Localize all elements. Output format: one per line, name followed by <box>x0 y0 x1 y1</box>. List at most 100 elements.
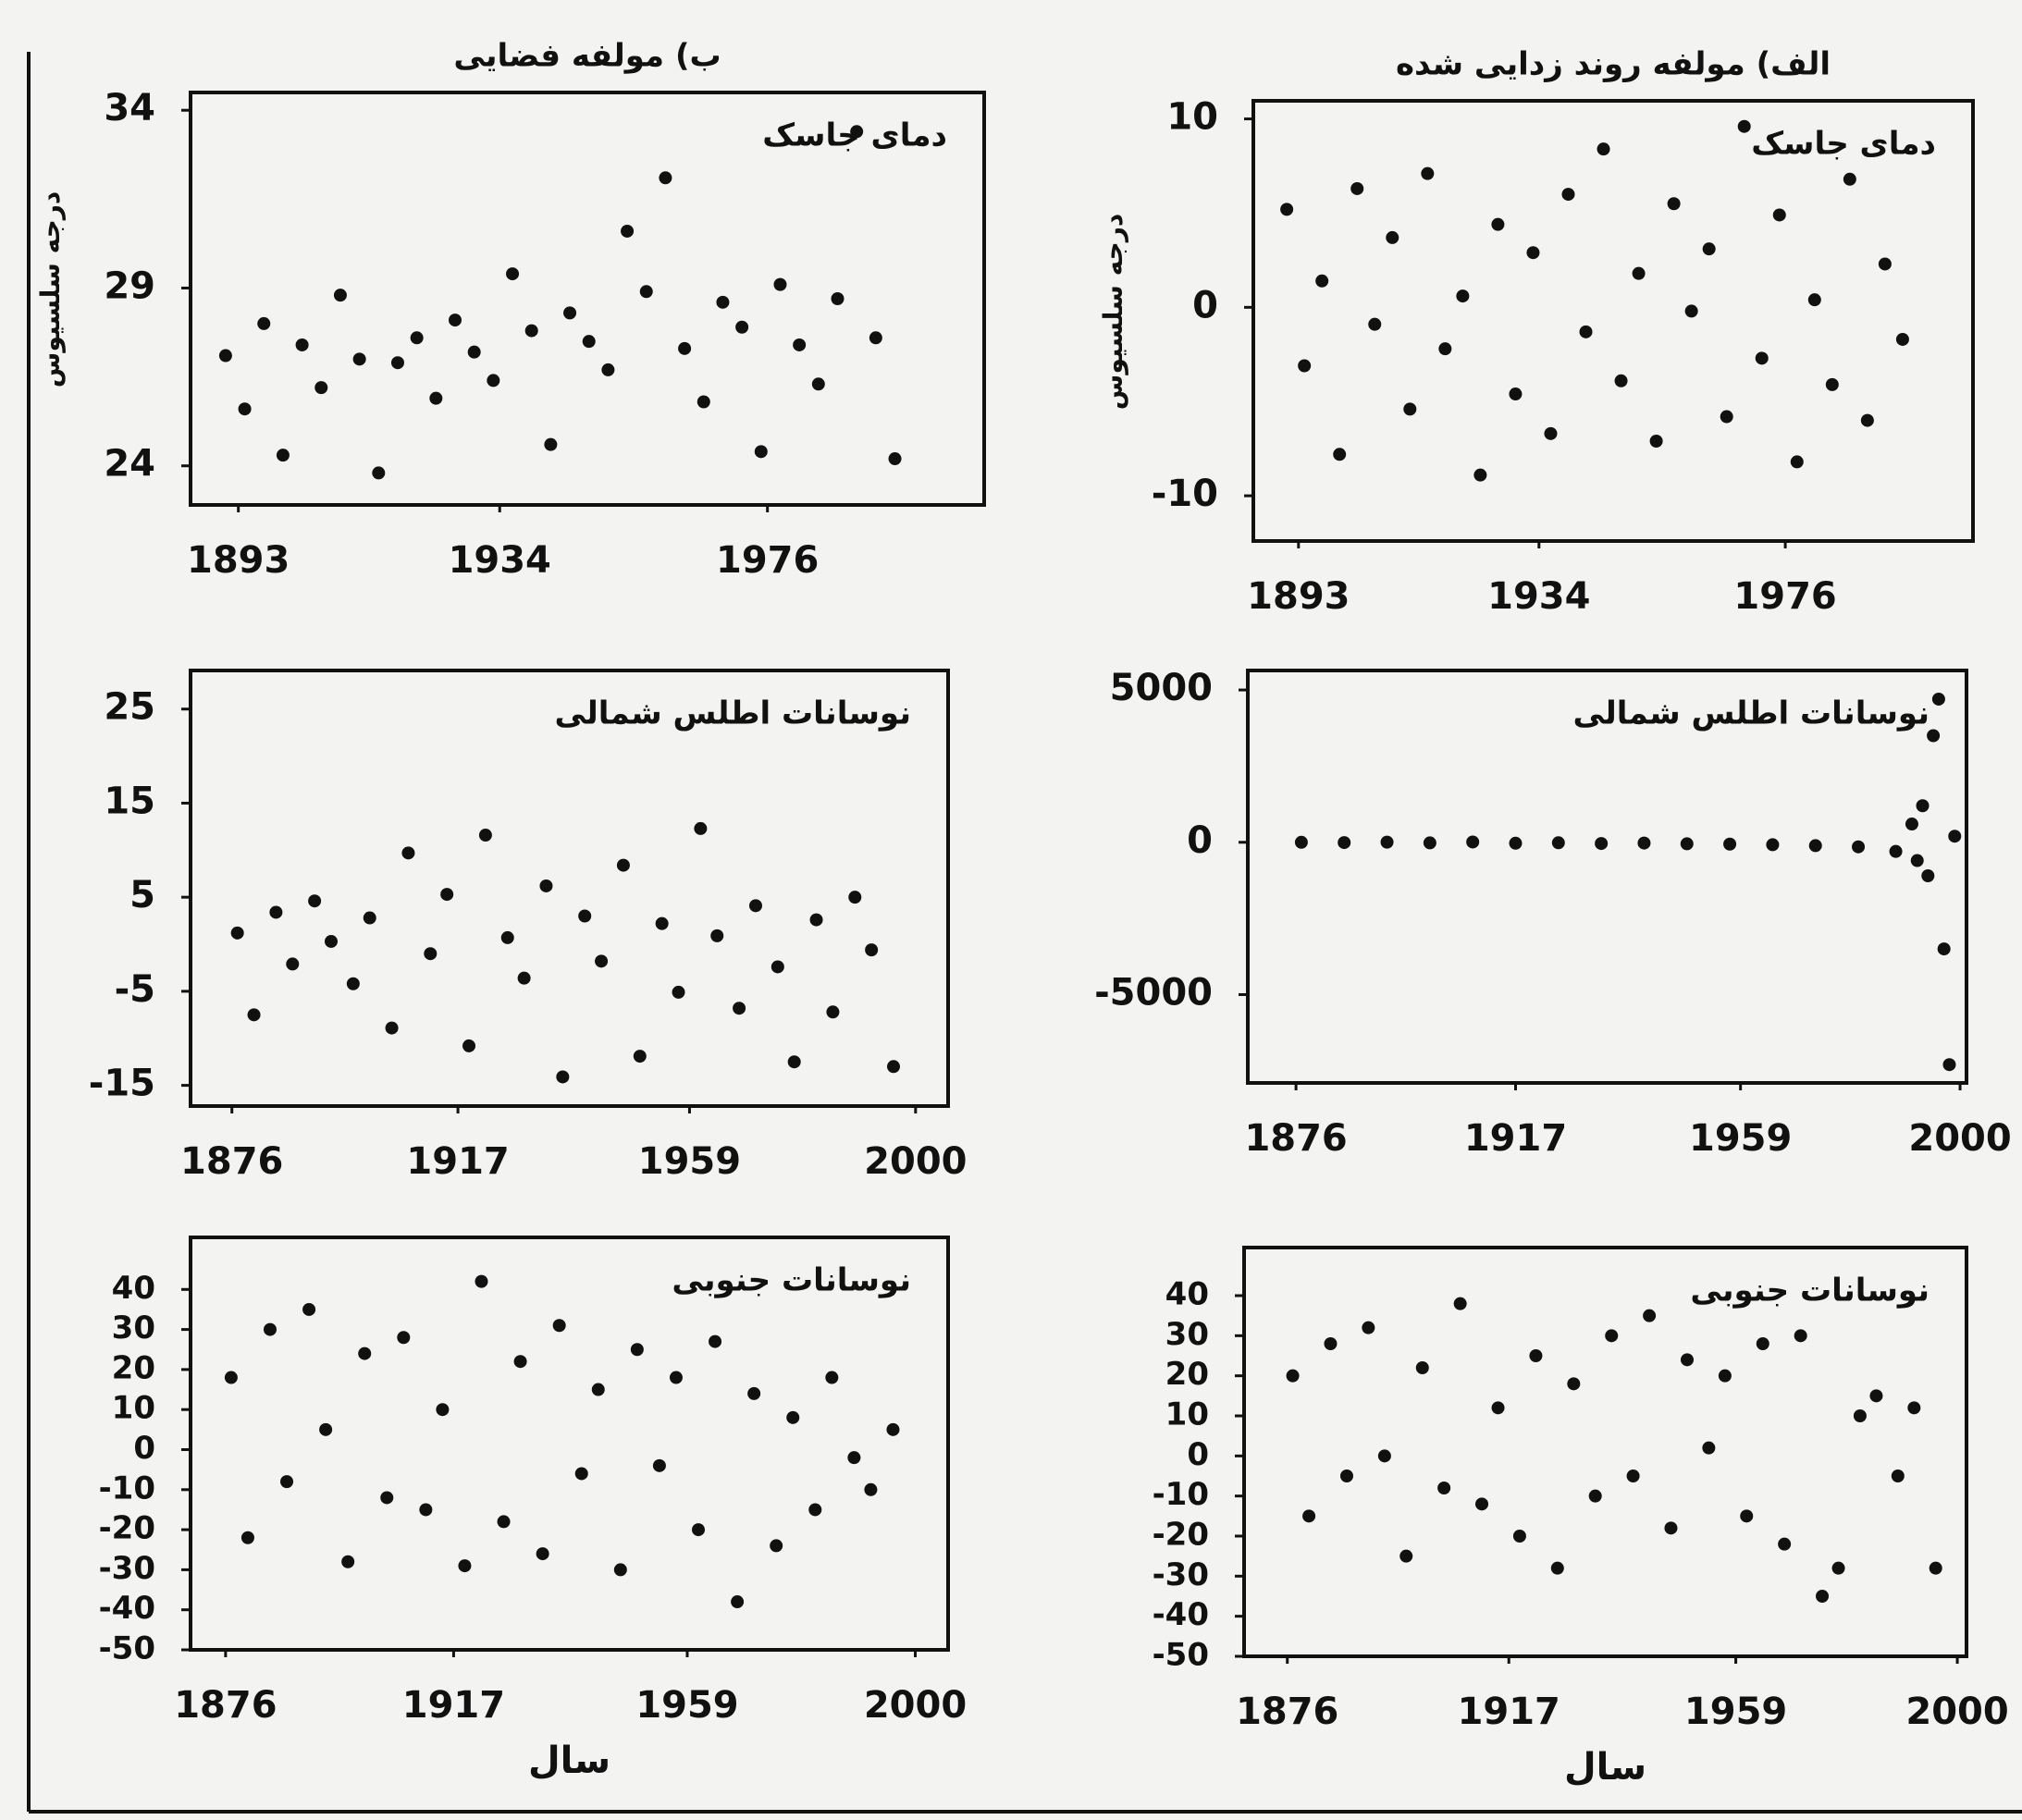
point <box>1680 837 1694 851</box>
point <box>831 292 845 305</box>
y-tick-label: 5000 <box>1110 667 1213 709</box>
point <box>1860 413 1874 427</box>
plot-frame <box>1246 669 1968 1085</box>
point <box>1512 1530 1526 1543</box>
point <box>770 1539 783 1553</box>
y-tick-label: 30 <box>112 1310 155 1347</box>
y-tick-label: 29 <box>104 264 155 307</box>
point <box>1491 1401 1505 1415</box>
point <box>1595 837 1609 851</box>
plot-frame <box>1242 1246 1968 1658</box>
point <box>1937 942 1951 956</box>
y-axis-label: درجه سلسیوس <box>1098 214 1128 410</box>
plot-frame <box>189 669 950 1108</box>
point <box>621 224 635 238</box>
y-tick-label: 0 <box>1192 284 1218 326</box>
y-tick-label: -10 <box>1153 1476 1209 1513</box>
point <box>478 829 492 842</box>
point <box>1380 835 1394 849</box>
point <box>230 926 244 940</box>
point <box>1723 837 1737 851</box>
point <box>591 1383 605 1396</box>
y-tick-label: 40 <box>112 1270 155 1307</box>
x-tick-label: 1959 <box>1684 1691 1787 1733</box>
point <box>1702 242 1716 256</box>
x-axis-label: سال <box>528 1740 610 1782</box>
point <box>1816 1590 1830 1603</box>
point <box>1905 818 1918 831</box>
point <box>380 1491 394 1505</box>
x-tick-label: 1876 <box>174 1684 277 1727</box>
x-tick-label: 2000 <box>1908 1117 2011 1160</box>
point <box>1526 246 1540 260</box>
point <box>1766 838 1780 852</box>
point <box>1550 1561 1564 1575</box>
point <box>869 331 882 345</box>
point <box>539 879 553 892</box>
plot-frame <box>189 1236 950 1652</box>
point <box>513 1355 527 1369</box>
point <box>616 858 630 872</box>
point <box>1807 293 1821 307</box>
y-tick-label: 20 <box>1165 1356 1209 1393</box>
y-tick-label: -5 <box>115 968 155 1011</box>
panel-annotation: نوسانات اطلس شمالی <box>555 695 911 732</box>
point <box>1302 1509 1316 1523</box>
x-tick-label: 1959 <box>635 1684 738 1727</box>
point <box>552 1319 566 1333</box>
point <box>333 289 347 302</box>
y-tick-label: 40 <box>1165 1276 1209 1313</box>
point <box>1831 1561 1845 1575</box>
point <box>1415 1361 1429 1374</box>
point <box>346 977 360 990</box>
y-tick-label: -40 <box>1153 1596 1209 1633</box>
y-tick-label: 15 <box>104 780 155 822</box>
point <box>633 1050 647 1064</box>
point <box>1772 208 1786 222</box>
x-tick-label: 1917 <box>402 1684 505 1727</box>
y-tick-label: -10 <box>1152 473 1218 515</box>
panel-title: الف) مولفه روند زدایی شده <box>1396 46 1831 83</box>
point <box>809 913 823 927</box>
point <box>1399 1549 1413 1563</box>
point <box>1942 1058 1956 1072</box>
point <box>1869 1389 1883 1403</box>
point <box>574 1467 588 1481</box>
point <box>1421 166 1435 180</box>
point <box>467 345 481 359</box>
x-tick-label: 1917 <box>1458 1691 1560 1733</box>
y-tick-label: 5 <box>129 874 155 916</box>
point <box>1778 1537 1792 1551</box>
point <box>341 1555 355 1568</box>
point <box>363 911 376 925</box>
point <box>295 338 309 351</box>
point <box>1948 830 1962 843</box>
y-tick-label: 0 <box>1187 819 1213 862</box>
point <box>401 846 415 860</box>
point <box>544 437 558 451</box>
point <box>793 338 807 351</box>
x-tick-label: 1876 <box>1244 1117 1347 1160</box>
point <box>652 1458 666 1472</box>
point <box>524 324 538 338</box>
point <box>1544 426 1558 440</box>
point <box>1755 351 1769 365</box>
point <box>1567 1377 1581 1391</box>
point <box>1614 374 1628 387</box>
point <box>1664 1521 1678 1535</box>
point <box>709 1334 722 1348</box>
y-tick-label: -20 <box>99 1510 155 1547</box>
point <box>1561 188 1575 202</box>
point <box>1338 836 1351 850</box>
y-tick-label: 0 <box>133 1430 155 1467</box>
point <box>358 1347 372 1360</box>
point <box>1298 359 1312 373</box>
y-tick-label: -50 <box>1153 1637 1209 1674</box>
point <box>240 1531 254 1544</box>
point <box>1853 1409 1867 1422</box>
plot-frame <box>1251 99 1975 543</box>
point <box>864 1482 878 1496</box>
point <box>247 1008 261 1022</box>
y-tick-label: 10 <box>112 1390 155 1427</box>
point <box>754 445 768 459</box>
